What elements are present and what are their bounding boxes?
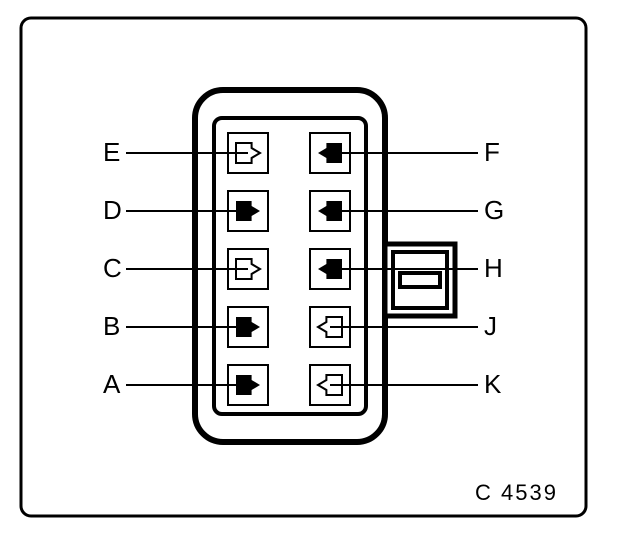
pin-label-h: H — [484, 253, 504, 284]
pin-label-e: E — [103, 137, 121, 168]
pin-label-j: J — [484, 311, 498, 342]
pin-label-k: K — [484, 369, 502, 400]
pin-label-f: F — [484, 137, 501, 168]
connector-diagram — [0, 0, 631, 541]
pin-label-c: C — [103, 253, 123, 284]
pin-label-a: A — [103, 369, 121, 400]
pin-label-b: B — [103, 311, 121, 342]
pin-label-g: G — [484, 195, 505, 226]
pin-label-d: D — [103, 195, 123, 226]
diagram-code: C 4539 — [475, 480, 558, 506]
